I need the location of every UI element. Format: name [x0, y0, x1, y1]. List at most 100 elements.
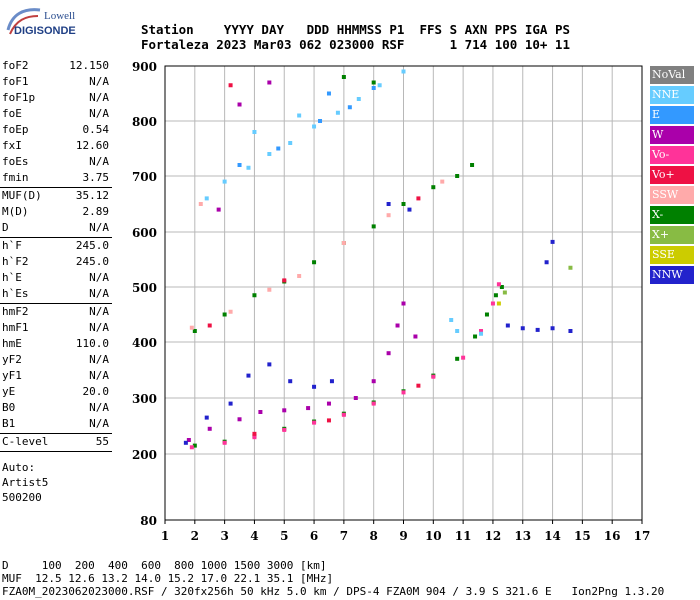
param-group-profile: hmF2 N/A hmF1 N/A hmE 110.0 yF2 N/A yF1 N/A yE 20.0… [0, 304, 112, 432]
x-tick-label: 2 [191, 529, 199, 543]
param-row-ye: yE 20.0 [0, 384, 112, 400]
x-tick-label: 13 [514, 529, 531, 543]
data-point-x-echo [252, 293, 257, 298]
param-row-yf1: yF1 N/A [0, 368, 112, 384]
param-value: N/A [89, 107, 109, 120]
header-label-time: DDD HHMMSS P1 [306, 22, 405, 37]
data-point-nne [455, 329, 460, 333]
data-point-nne [377, 83, 382, 88]
param-value: N/A [89, 287, 109, 300]
data-point-x-echo [371, 80, 376, 85]
x-tick-label: 14 [544, 529, 561, 543]
data-point-sse [496, 301, 501, 306]
param-row-fxi: fxI 12.60 [0, 138, 112, 154]
logo-text-lowell: Lowell [44, 10, 75, 22]
data-point-ssw [440, 179, 445, 184]
data-point-w [282, 408, 287, 413]
data-point-w [258, 410, 263, 414]
param-row-d: D N/A [0, 220, 112, 236]
data-point-x- [568, 265, 573, 270]
data-point-e [371, 86, 376, 90]
data-point-ssw [189, 325, 194, 330]
data-point-nnw [288, 379, 293, 384]
data-point-vo- [490, 301, 495, 306]
data-point-vo- [461, 355, 466, 360]
param-row-muf-d-: MUF(D) 35.12 [0, 188, 112, 204]
data-point-vo- [228, 83, 233, 88]
autoscaling-version: 500200 [2, 491, 42, 504]
data-point-x- [499, 285, 504, 289]
data-point-ssw [198, 202, 203, 206]
x-tick-label: 12 [485, 529, 502, 543]
param-name: fmin [2, 171, 29, 184]
separator [0, 187, 112, 188]
data-point-x-echo [470, 163, 475, 167]
param-name: foEp [2, 123, 29, 136]
param-name: foEs [2, 155, 29, 168]
data-point-nne [222, 179, 227, 184]
param-row-m-d-: M(D) 2.89 [0, 204, 112, 220]
footer-info: D 100 200 400 600 800 1000 1500 3000 [km… [2, 559, 664, 598]
param-value: N/A [89, 305, 109, 318]
y-tick-label: 200 [132, 448, 157, 462]
x-tick-label: 15 [574, 529, 591, 543]
x-tick-label: 16 [604, 529, 621, 543]
param-row-foe: foE N/A [0, 106, 112, 122]
param-group-virtual-heights: h`F 245.0 h`F2 245.0 h`E N/A h`Es N/A [0, 238, 112, 302]
data-point-nnw [228, 401, 233, 406]
param-value: N/A [89, 155, 109, 168]
data-point-vo- [341, 412, 346, 417]
data-point-nnw [550, 239, 555, 244]
data-point-nne [335, 110, 340, 115]
param-group-confidence: C-level 55 [0, 434, 112, 450]
param-value: 12.150 [69, 59, 109, 72]
param-row-fof2: foF2 12.150 [0, 58, 112, 74]
autoscaling-label: Auto: [2, 461, 36, 474]
legend-item-e: E [650, 106, 694, 124]
legend-item-x: X+ [650, 226, 694, 244]
param-value: N/A [89, 401, 109, 414]
legend-item-noval: NoVal [650, 66, 694, 84]
x-tick-label: 10 [425, 529, 442, 543]
data-point-nne [204, 196, 209, 201]
data-point-w [267, 80, 272, 85]
ionospheric-parameters: foF2 12.150 foF1 N/A foF1p N/A foE N/A foEp 0.54 f… [0, 58, 112, 505]
legend-item-nnw: NNW [650, 266, 694, 284]
data-point-x- [455, 356, 460, 361]
data-point-vo- [431, 374, 436, 379]
param-value: N/A [89, 75, 109, 88]
y-tick-label: 800 [132, 115, 157, 129]
data-point-vo- [252, 431, 257, 436]
data-point-vo- [371, 401, 376, 406]
param-row-foep: foEp 0.54 [0, 122, 112, 138]
station-header: Station YYYY DAY DDD HHMMSS P1 FFS S AXN… [141, 22, 570, 52]
param-row-c-level: C-level 55 [0, 434, 112, 450]
legend-item-x: X- [650, 206, 694, 224]
data-point-w [371, 379, 376, 384]
data-point-vo- [252, 435, 257, 440]
data-point-nne [267, 152, 272, 156]
param-value: N/A [89, 91, 109, 104]
param-name: yF1 [2, 369, 22, 382]
data-point-x-echo [222, 312, 227, 317]
data-point-nnw [407, 207, 412, 212]
data-point-w [186, 438, 191, 442]
param-name: h`F2 [2, 255, 29, 268]
data-point-nnw [183, 440, 188, 445]
y-tick-label: 700 [132, 170, 157, 184]
param-name: B1 [2, 417, 16, 430]
y-tick-label: 80 [140, 514, 157, 528]
data-point-x-echo [401, 202, 406, 206]
param-value: N/A [89, 369, 109, 382]
data-point-vo- [479, 329, 484, 333]
param-row-foes: foEs N/A [0, 154, 112, 170]
data-point-w [306, 406, 311, 411]
y-tick-label: 400 [132, 336, 157, 350]
param-value: 245.0 [75, 255, 109, 268]
data-point-nne [356, 97, 361, 101]
separator [0, 433, 112, 434]
param-row-h-f: h`F 245.0 [0, 238, 112, 254]
param-name: foF1p [2, 91, 36, 104]
legend-item-ssw: SSW [650, 186, 694, 204]
param-name: foE [2, 107, 22, 120]
